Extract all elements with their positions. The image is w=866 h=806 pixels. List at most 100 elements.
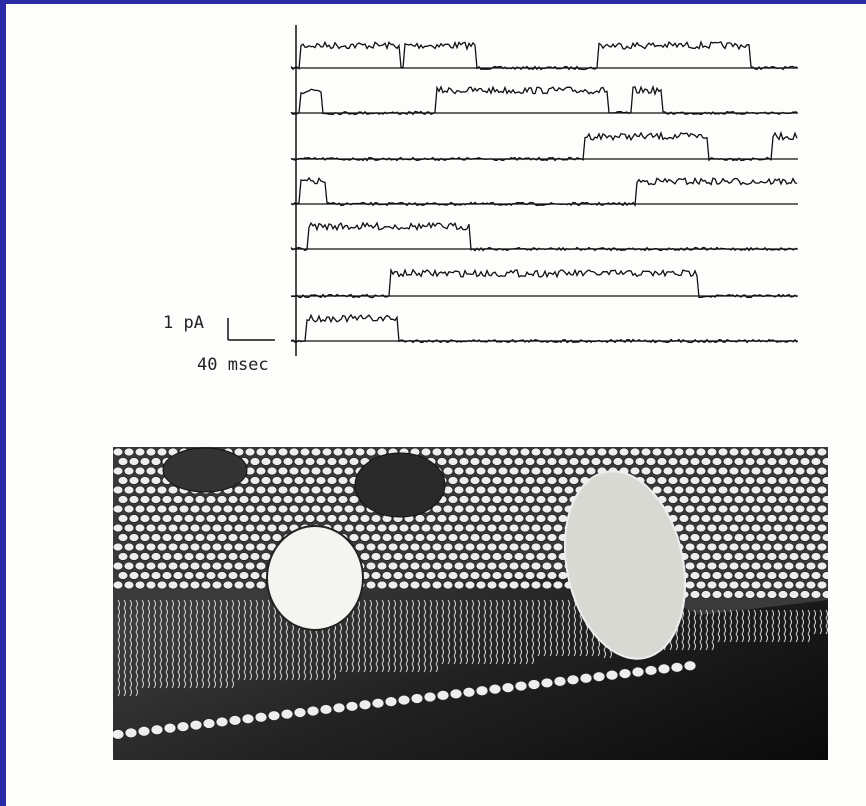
lipid-head <box>316 458 326 466</box>
lipid-head <box>795 524 805 532</box>
lipid-head <box>371 572 381 580</box>
lipid-head <box>784 543 794 551</box>
lipid-head <box>800 591 810 599</box>
lipid-head <box>459 572 469 580</box>
lipid-head <box>168 505 178 513</box>
lipid-head <box>151 477 161 485</box>
lipid-head <box>377 562 387 570</box>
lipid-head <box>360 553 370 561</box>
lipid-head <box>450 689 462 699</box>
lipid-head <box>437 690 449 700</box>
lipid-head <box>762 486 772 494</box>
lipid-head <box>320 704 332 714</box>
lipid-head <box>531 486 541 494</box>
lipid-head <box>217 553 227 561</box>
lipid-head <box>745 477 755 485</box>
lipid-head <box>663 486 673 494</box>
lipid-head <box>377 543 387 551</box>
lipid-head <box>470 458 480 466</box>
lipid-head <box>564 486 574 494</box>
lipid-head <box>800 572 810 580</box>
lipid-head <box>690 534 700 542</box>
lipid-head <box>190 543 200 551</box>
lipid-head <box>272 534 282 542</box>
lipid-head <box>778 458 788 466</box>
lipid-head <box>184 572 194 580</box>
lipid-head <box>256 505 266 513</box>
lipid-head <box>778 553 788 561</box>
lipid-head <box>289 486 299 494</box>
lipid-head <box>685 505 695 513</box>
lipid-head <box>201 524 211 532</box>
lipid-head <box>278 524 288 532</box>
lipid-head <box>372 698 384 708</box>
lipid-head <box>773 505 783 513</box>
lipid-head <box>268 711 280 721</box>
lipid-head <box>465 524 475 532</box>
lipid-head <box>536 496 546 504</box>
lipid-head <box>619 669 631 679</box>
lipid-head <box>762 543 772 551</box>
lipid-head <box>531 467 541 475</box>
lipid-head <box>135 524 145 532</box>
lipid-head <box>685 467 695 475</box>
lipid-head <box>338 477 348 485</box>
lipid-head <box>745 496 755 504</box>
lipid-head <box>448 458 458 466</box>
lipid-head <box>157 448 167 456</box>
lipid-head <box>817 581 827 589</box>
lipid-head <box>723 515 733 523</box>
lipid-head <box>239 553 249 561</box>
lipid-head <box>773 581 783 589</box>
lipid-head <box>432 448 442 456</box>
lipid-head <box>586 448 596 456</box>
lipid-head <box>663 448 673 456</box>
lipid-head <box>536 477 546 485</box>
lipid-head <box>707 562 717 570</box>
lipid-head <box>338 515 348 523</box>
lipid-head <box>463 687 475 697</box>
lipid-head <box>734 553 744 561</box>
lipid-head <box>250 534 260 542</box>
lipid-head <box>135 448 145 456</box>
lipid-head <box>190 524 200 532</box>
lipid-head <box>817 505 827 513</box>
lipid-head <box>817 543 827 551</box>
lipid-head <box>344 505 354 513</box>
lipid-head <box>289 505 299 513</box>
lipid-head <box>767 572 777 580</box>
lipid-head <box>547 515 557 523</box>
lipid-head <box>525 534 535 542</box>
lipid-head <box>223 581 233 589</box>
lipid-head <box>184 553 194 561</box>
lipid-head <box>822 534 832 542</box>
lipid-head <box>740 467 750 475</box>
lipid-head <box>371 553 381 561</box>
lipid-head <box>146 581 156 589</box>
lipid-head <box>498 524 508 532</box>
lipid-head <box>553 486 563 494</box>
lipid-head <box>509 581 519 589</box>
lipid-head <box>531 505 541 513</box>
lipid-head <box>245 505 255 513</box>
lipid-head <box>448 572 458 580</box>
lipid-head <box>646 477 656 485</box>
lipid-head <box>124 486 134 494</box>
lipid-head <box>767 591 777 599</box>
lipid-head <box>138 726 150 736</box>
lipid-head <box>520 543 530 551</box>
lipid-head <box>424 692 436 702</box>
lipid-head <box>239 515 249 523</box>
lipid-head <box>712 591 722 599</box>
lipid-head <box>602 458 612 466</box>
lipid-head <box>118 496 128 504</box>
lipid-head <box>481 458 491 466</box>
lipid-head <box>652 467 662 475</box>
lipid-head <box>250 496 260 504</box>
lipid-head <box>272 477 282 485</box>
lipid-head <box>470 515 480 523</box>
lipid-head <box>344 524 354 532</box>
lipid-head <box>756 496 766 504</box>
lipid-head <box>245 562 255 570</box>
lipid-head <box>800 515 810 523</box>
